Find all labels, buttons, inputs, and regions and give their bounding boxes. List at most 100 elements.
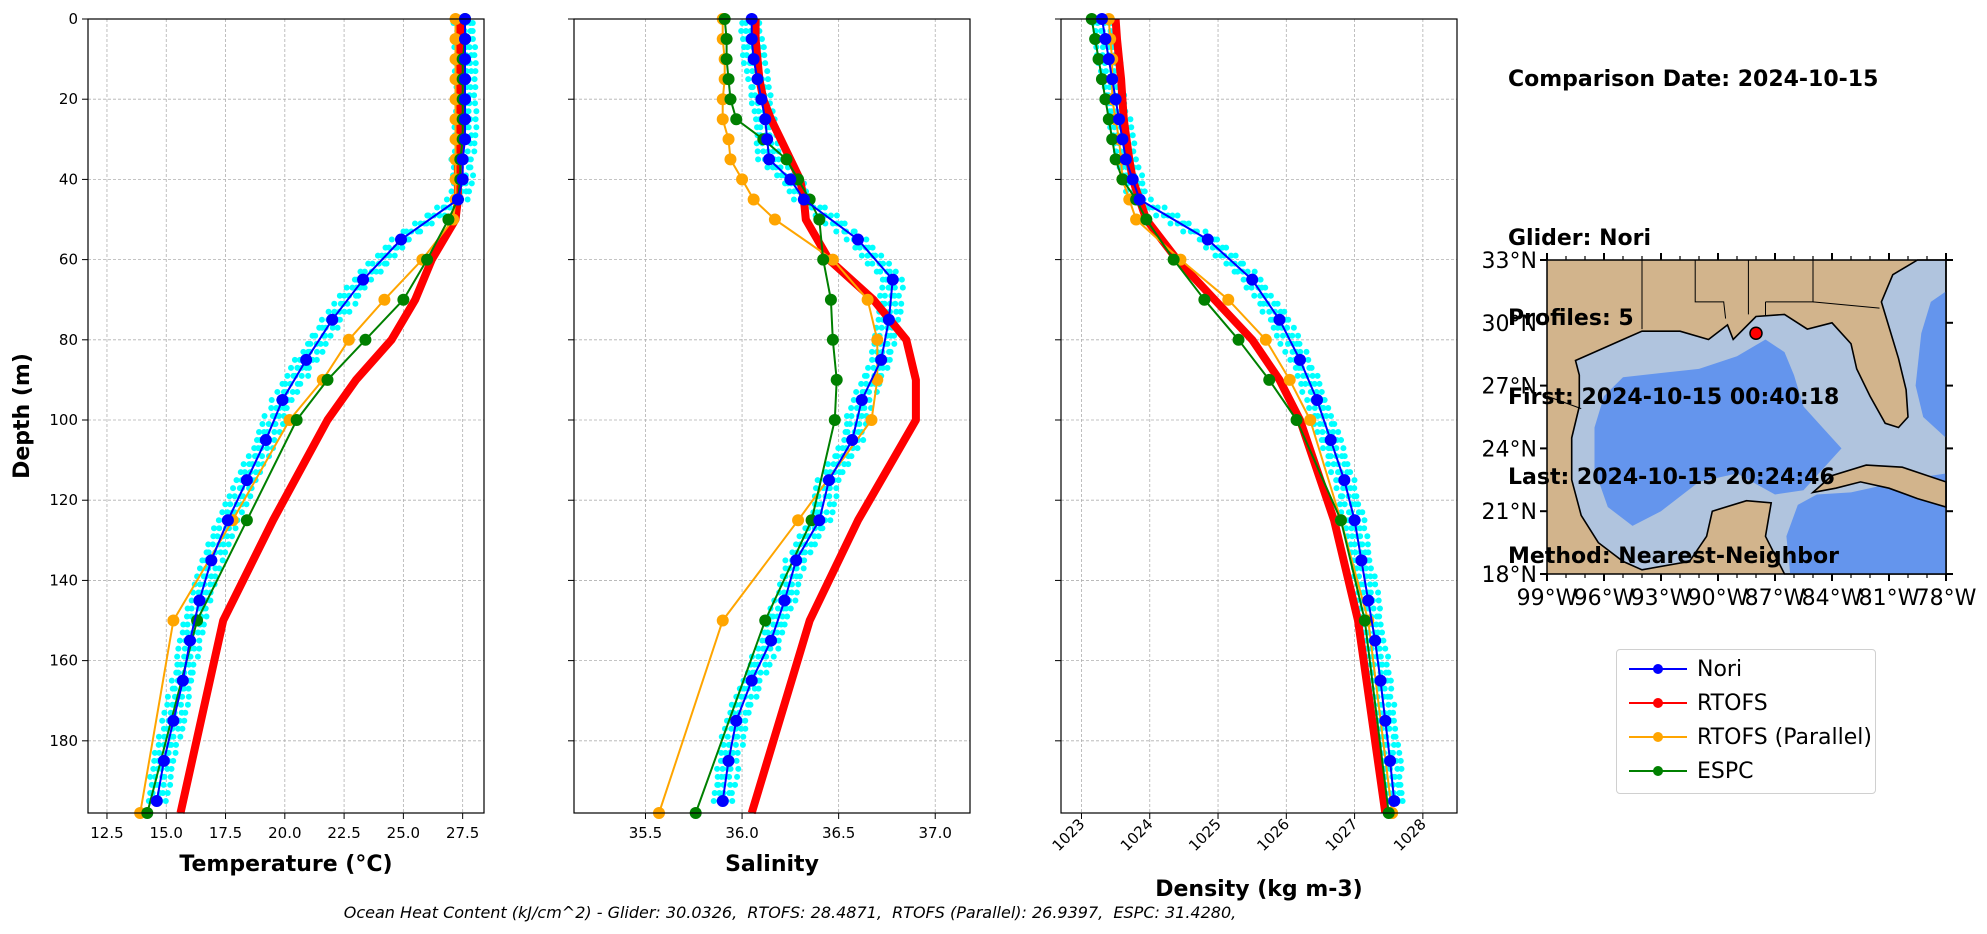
data-point xyxy=(871,333,884,346)
glider-point xyxy=(464,148,471,155)
glider-point xyxy=(209,541,216,548)
glider-point xyxy=(1348,525,1355,532)
glider-point xyxy=(469,36,476,43)
glider-point xyxy=(1375,597,1382,604)
data-point xyxy=(730,113,743,126)
glider-point xyxy=(756,677,763,684)
legend-swatch xyxy=(1629,723,1687,751)
data-point xyxy=(747,53,760,66)
glider-point xyxy=(782,557,789,564)
glider-point xyxy=(205,549,212,556)
glider-point xyxy=(1314,413,1321,419)
glider-point xyxy=(259,453,266,460)
glider-point xyxy=(891,284,898,291)
glider-point xyxy=(827,212,834,219)
data-point xyxy=(1232,333,1245,346)
glider-point xyxy=(1387,677,1394,684)
glider-point xyxy=(472,44,479,51)
glider-point xyxy=(879,364,886,371)
glider-point xyxy=(839,469,846,476)
glider-point xyxy=(812,485,819,492)
y-tick-label: 100 xyxy=(49,411,78,429)
data-point xyxy=(1089,33,1102,46)
glider-point xyxy=(1318,388,1325,395)
glider-point xyxy=(298,372,305,379)
glider-point xyxy=(171,685,178,692)
glider-point xyxy=(1366,557,1373,564)
glider-point xyxy=(346,308,353,315)
glider-point xyxy=(1351,477,1358,484)
glider-point xyxy=(150,765,157,772)
glider-point xyxy=(868,348,875,355)
data-point xyxy=(1109,93,1122,106)
glider-point xyxy=(434,204,441,211)
glider-point xyxy=(755,653,762,660)
data-point xyxy=(321,373,334,386)
glider-point xyxy=(774,629,781,636)
state-border xyxy=(1812,301,1880,309)
data-point xyxy=(1140,213,1153,226)
data-point xyxy=(176,674,189,687)
glider-point xyxy=(196,637,203,644)
data-point xyxy=(442,213,455,226)
glider-point xyxy=(770,653,777,660)
glider-point xyxy=(1320,445,1327,452)
glider-point xyxy=(471,100,478,107)
data-point xyxy=(276,393,289,406)
glider-point xyxy=(196,581,203,588)
legend-label: Nori xyxy=(1697,656,1743,682)
data-point xyxy=(240,474,253,487)
glider-point xyxy=(1392,725,1399,732)
glider-point xyxy=(829,509,836,516)
glider-point xyxy=(1325,404,1332,411)
x-tick-label: 1027 xyxy=(1322,815,1362,855)
glider-point xyxy=(865,364,872,371)
glider-point xyxy=(1396,749,1403,756)
glider-point xyxy=(1387,693,1394,700)
y-tick-label: 180 xyxy=(49,732,78,750)
glider-point xyxy=(167,773,174,780)
glider-point xyxy=(1127,116,1134,123)
data-point xyxy=(730,714,743,727)
glider-point xyxy=(1341,501,1348,508)
data-point xyxy=(1167,253,1180,266)
glider-point xyxy=(1296,340,1303,347)
glider-point xyxy=(361,268,368,275)
glider-point xyxy=(1099,44,1106,51)
glider-point xyxy=(159,789,166,796)
glider-point xyxy=(714,765,721,772)
glider-point xyxy=(1234,268,1241,275)
glider-point xyxy=(877,292,884,299)
glider-point xyxy=(754,148,761,155)
glider-point xyxy=(1367,573,1374,580)
data-point xyxy=(722,73,735,86)
data-point xyxy=(813,213,826,226)
data-point xyxy=(451,193,464,206)
glider-point xyxy=(884,340,891,347)
glider-point xyxy=(898,276,905,283)
legend-label: RTOFS xyxy=(1697,690,1768,716)
glider-point xyxy=(1349,533,1356,540)
glider-point xyxy=(869,356,876,363)
data-point xyxy=(459,113,472,126)
glider-point xyxy=(891,292,898,299)
glider-point xyxy=(793,589,800,596)
y-tick-label: 160 xyxy=(49,652,78,670)
legend-label: ESPC xyxy=(1697,758,1754,784)
glider-point xyxy=(1273,332,1280,339)
glider-point xyxy=(1357,533,1364,540)
series-rtofs xyxy=(176,19,465,814)
glider-point xyxy=(1319,429,1326,436)
glider-point xyxy=(1379,629,1386,636)
glider-point xyxy=(817,204,824,211)
glider-point xyxy=(274,388,281,395)
glider-point xyxy=(1305,356,1312,363)
x-tick-label: 37.0 xyxy=(919,824,952,842)
glider-point xyxy=(1289,332,1296,339)
glider-point xyxy=(834,453,841,460)
data-point xyxy=(1388,794,1401,807)
glider-point xyxy=(1390,709,1397,716)
glider-point xyxy=(775,156,782,163)
glider-point xyxy=(224,509,231,516)
